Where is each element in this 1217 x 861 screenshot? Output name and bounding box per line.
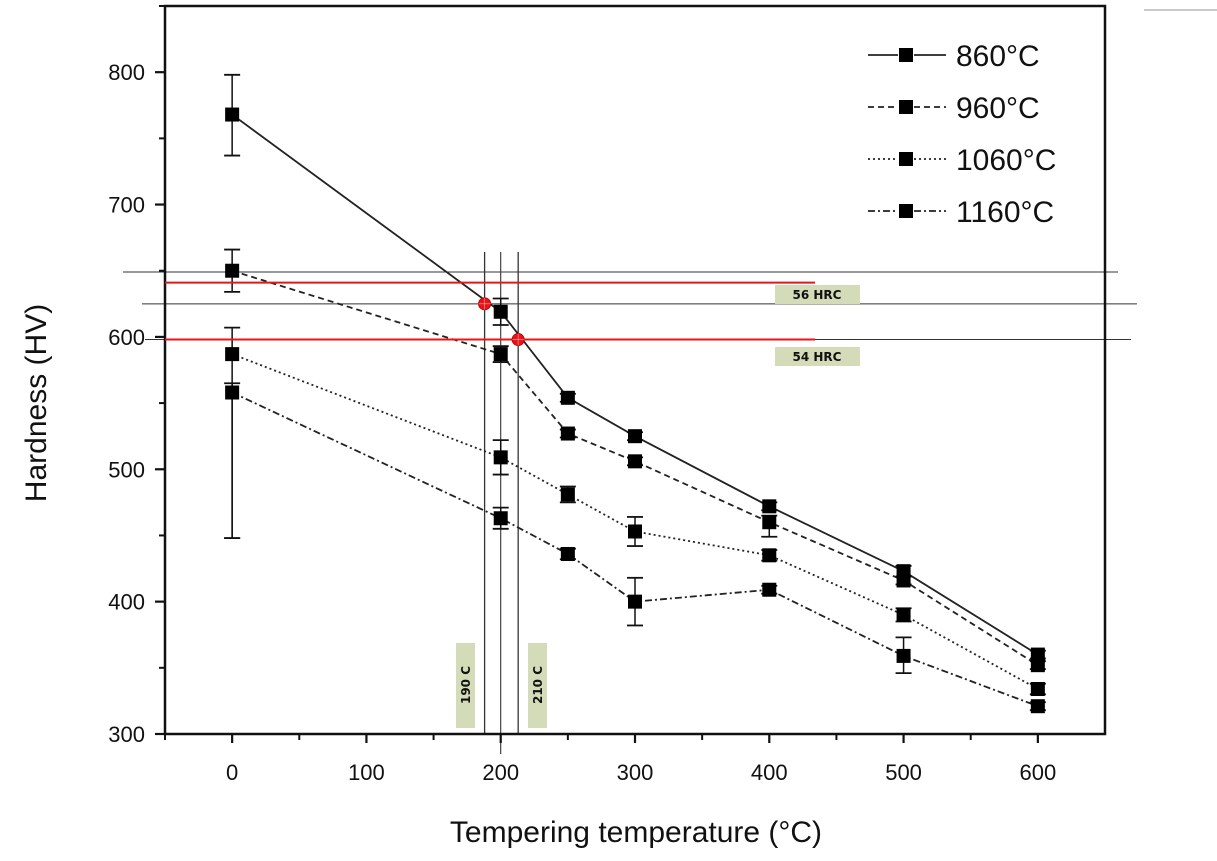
series-0 <box>224 73 1046 662</box>
legend-marker <box>899 152 913 166</box>
data-point <box>560 546 575 561</box>
x-tick-label: 200 <box>482 760 519 785</box>
y-tick-label: 400 <box>108 590 145 615</box>
legend-label: 1160°C <box>956 196 1054 229</box>
data-point <box>493 347 508 362</box>
legend-label: 960°C <box>956 92 1040 125</box>
y-tick-label: 700 <box>108 193 145 218</box>
hrc-label: 56 HRC <box>793 288 842 302</box>
legend-entry: 1160°C <box>868 196 1054 229</box>
data-point <box>896 573 911 588</box>
series-2 <box>224 326 1046 696</box>
data-point <box>225 347 240 362</box>
y-axis-title: Hardness (HV) <box>20 304 53 502</box>
data-point <box>896 648 911 663</box>
legend-label: 1060°C <box>956 144 1056 177</box>
series-line <box>231 113 1039 656</box>
legend-marker <box>899 204 913 218</box>
data-point <box>225 263 240 278</box>
x-axis-ticks: 0 100 200 300 400 500 600 <box>164 734 1056 785</box>
legend-marker <box>899 48 913 62</box>
legend-entry: 860°C <box>868 40 1040 73</box>
y-axis-ticks: 300 400 500 600 700 800 <box>108 5 165 747</box>
x-tick-label: 600 <box>1019 760 1056 785</box>
annotation-layer-front: 56 HRC 54 HRC 190 C 210 C <box>165 281 860 728</box>
data-point <box>1030 699 1045 714</box>
x-tick-label: 300 <box>617 760 654 785</box>
x-axis-title: Tempering temperature (°C) <box>450 816 822 849</box>
data-point <box>1030 681 1045 696</box>
data-point <box>762 548 777 563</box>
temperature-label: 210 C <box>531 666 545 704</box>
hrc-label: 54 HRC <box>793 350 842 364</box>
temperature-label: 190 C <box>459 666 473 704</box>
x-tick-label: 500 <box>885 760 922 785</box>
annotation-layer-back <box>123 252 1137 754</box>
x-tick-label: 400 <box>751 760 788 785</box>
data-point <box>628 429 642 444</box>
temperature-label-box <box>528 643 547 728</box>
data-point <box>493 511 508 526</box>
data-point <box>560 390 575 405</box>
legend-label: 860°C <box>956 40 1040 73</box>
data-point <box>225 107 240 122</box>
data-point <box>560 426 575 441</box>
series-layer <box>224 73 1046 714</box>
data-point <box>896 607 911 622</box>
legend-entry: 1060°C <box>868 144 1056 177</box>
data-point <box>762 499 777 514</box>
data-point <box>628 524 642 539</box>
y-tick-label: 600 <box>108 325 145 350</box>
legend: 860°C 960°C 1060°C 1160°C <box>868 40 1056 229</box>
data-point <box>560 487 575 502</box>
series-1 <box>224 248 1046 673</box>
data-point <box>628 594 642 609</box>
data-point <box>225 385 240 400</box>
data-point <box>762 582 777 597</box>
hrc-label-box <box>775 347 860 366</box>
data-point <box>628 454 642 469</box>
series-3 <box>224 382 1046 714</box>
x-tick-label: 100 <box>348 760 385 785</box>
data-point <box>1030 647 1045 662</box>
legend-marker <box>899 100 913 114</box>
y-tick-label: 300 <box>108 722 145 747</box>
y-tick-label: 800 <box>108 60 145 85</box>
x-tick-label: 0 <box>226 760 238 785</box>
data-point <box>493 304 508 319</box>
legend-entry: 960°C <box>868 92 1040 125</box>
hrc-label-box <box>775 285 860 304</box>
data-point <box>762 515 777 530</box>
temperature-label-box <box>456 643 475 728</box>
data-point <box>493 450 508 465</box>
data-point <box>1030 658 1045 673</box>
y-tick-label: 500 <box>108 457 145 482</box>
